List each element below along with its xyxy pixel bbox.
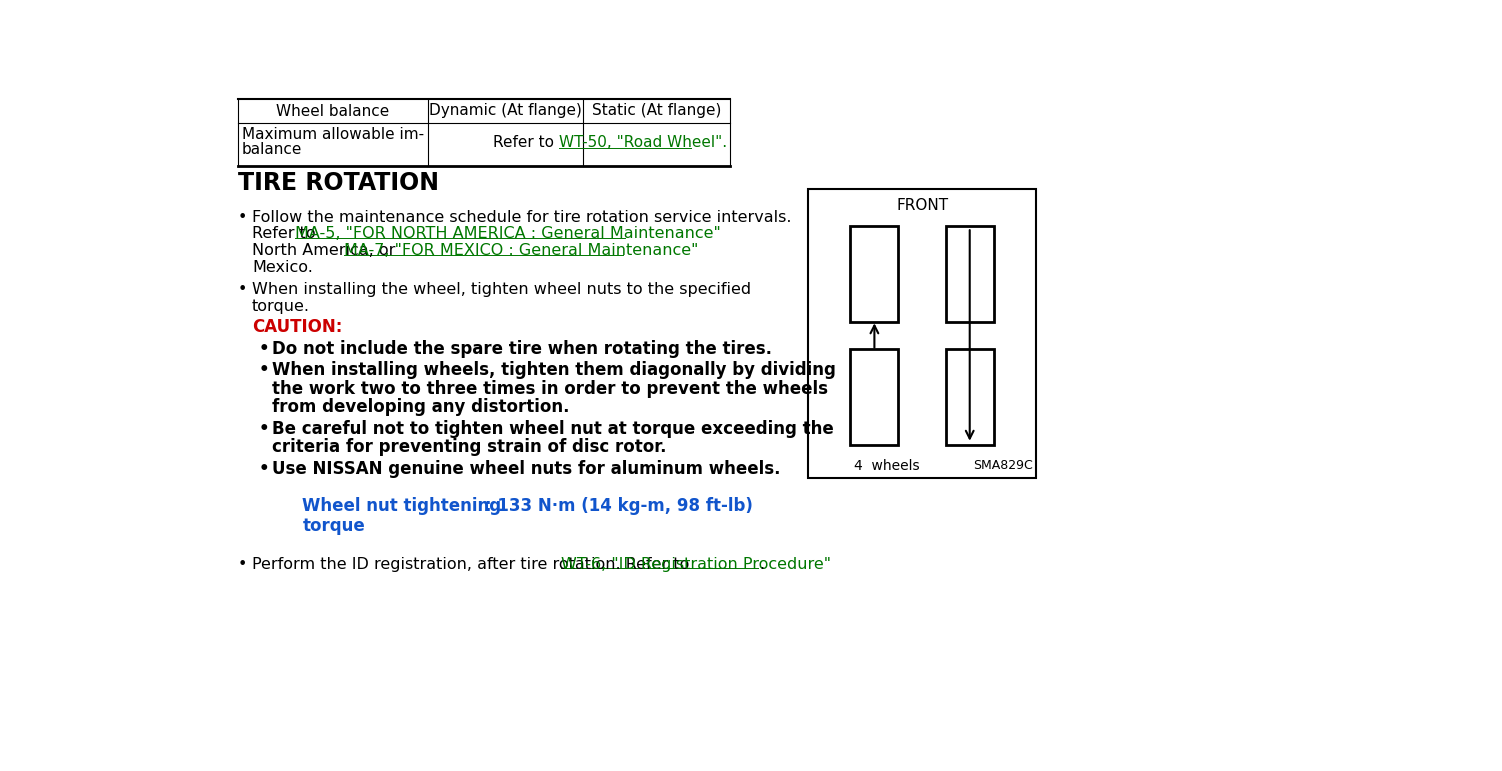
Text: MA-5, "FOR NORTH AMERICA : General Maintenance": MA-5, "FOR NORTH AMERICA : General Maint… bbox=[296, 227, 721, 241]
Text: TIRE ROTATION: TIRE ROTATION bbox=[239, 171, 439, 195]
Text: MA-7, "FOR MEXICO : General Maintenance": MA-7, "FOR MEXICO : General Maintenance" bbox=[344, 244, 698, 258]
Text: Wheel nut tightening: Wheel nut tightening bbox=[302, 497, 502, 515]
Text: balance: balance bbox=[242, 142, 302, 157]
Text: Mexico.: Mexico. bbox=[252, 261, 312, 275]
Text: •: • bbox=[258, 460, 269, 478]
Text: Maximum allowable im-: Maximum allowable im- bbox=[242, 127, 424, 143]
Text: North America, or: North America, or bbox=[252, 244, 401, 258]
Text: : 133 N·m (14 kg-m, 98 ft-lb): : 133 N·m (14 kg-m, 98 ft-lb) bbox=[485, 497, 753, 515]
Text: •: • bbox=[258, 419, 269, 438]
Text: •: • bbox=[239, 210, 248, 224]
Bar bbox=[946, 349, 994, 445]
Text: Perform the ID registration, after tire rotation. Refer to: Perform the ID registration, after tire … bbox=[252, 557, 694, 572]
Text: the work two to three times in order to prevent the wheels: the work two to three times in order to … bbox=[272, 380, 828, 398]
Text: FRONT: FRONT bbox=[897, 198, 948, 214]
Text: SMA829C: SMA829C bbox=[973, 460, 1032, 473]
Text: Be careful not to tighten wheel nut at torque exceeding the: Be careful not to tighten wheel nut at t… bbox=[272, 419, 834, 438]
Bar bbox=[850, 349, 898, 445]
Text: •: • bbox=[258, 340, 269, 358]
Text: WT-50, "Road Wheel".: WT-50, "Road Wheel". bbox=[559, 135, 727, 150]
Text: Refer to: Refer to bbox=[493, 135, 559, 150]
Text: 4  wheels: 4 wheels bbox=[855, 459, 919, 473]
Text: Follow the maintenance schedule for tire rotation service intervals.: Follow the maintenance schedule for tire… bbox=[252, 210, 792, 224]
Bar bbox=[808, 189, 1036, 477]
Text: Use NISSAN genuine wheel nuts for aluminum wheels.: Use NISSAN genuine wheel nuts for alumin… bbox=[272, 460, 781, 478]
Text: •: • bbox=[258, 362, 269, 379]
Text: .: . bbox=[759, 557, 765, 572]
Bar bbox=[946, 226, 994, 322]
Text: Do not include the spare tire when rotating the tires.: Do not include the spare tire when rotat… bbox=[272, 340, 772, 358]
Text: Static (At flange): Static (At flange) bbox=[592, 103, 721, 119]
Text: torque: torque bbox=[302, 517, 365, 535]
Text: When installing wheels, tighten them diagonally by dividing: When installing wheels, tighten them dia… bbox=[272, 362, 837, 379]
Bar bbox=[850, 226, 898, 322]
Text: Wheel balance: Wheel balance bbox=[276, 103, 389, 119]
Text: torque.: torque. bbox=[252, 299, 309, 314]
Text: WT-6, "ID Registration Procedure": WT-6, "ID Registration Procedure" bbox=[560, 557, 831, 572]
Text: CAUTION:: CAUTION: bbox=[252, 318, 342, 336]
Text: from developing any distortion.: from developing any distortion. bbox=[272, 398, 569, 416]
Text: criteria for preventing strain of disc rotor.: criteria for preventing strain of disc r… bbox=[272, 438, 667, 456]
Text: •: • bbox=[239, 557, 248, 572]
Text: •: • bbox=[239, 282, 248, 297]
Text: Dynamic (At flange): Dynamic (At flange) bbox=[430, 103, 581, 119]
Text: Refer to: Refer to bbox=[252, 227, 321, 241]
Text: When installing the wheel, tighten wheel nuts to the specified: When installing the wheel, tighten wheel… bbox=[252, 282, 751, 297]
